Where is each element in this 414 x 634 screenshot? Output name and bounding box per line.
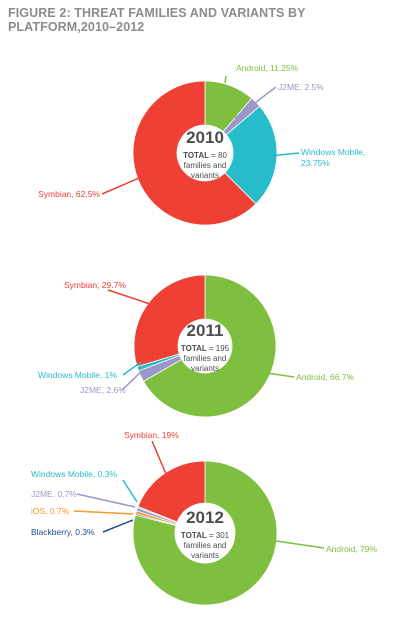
donut-hole-2010	[177, 125, 233, 181]
total-desc2-2012: variants	[191, 551, 219, 560]
leader-line-j2me-2012	[76, 493, 136, 508]
total-desc-2011: families and	[184, 354, 227, 363]
leader-line-j2me-2011	[121, 369, 144, 391]
leader-line-windows-mobile-2011	[122, 361, 142, 376]
leader-line-j2me-2010	[234, 86, 277, 119]
slice-label-ios-2012: iOS, 0.7%	[31, 506, 70, 516]
total-line-2012: TOTAL = 301	[181, 531, 230, 540]
year-label-2011: 2011	[187, 321, 224, 340]
slice-label-windows-mobile-2011: Windows Mobile, 1%	[38, 370, 117, 380]
slice-label-android-2010: Android, 11.25%	[236, 63, 299, 73]
leader-line-android-2010	[224, 75, 227, 84]
donut-hole-2012	[175, 503, 235, 563]
slice-label-j2me-2012: J2ME, 0.7%	[31, 489, 77, 499]
slice-label-windows-mobile-2010: Windows Mobile,	[301, 147, 365, 157]
leader-line-ios-2012	[73, 510, 134, 515]
year-label-2012: 2012	[186, 508, 224, 527]
slice-label-symbian-2012: Symbian, 19%	[124, 430, 179, 440]
total-desc-2012: families and	[184, 541, 227, 550]
leader-line-symbian-2012	[151, 440, 167, 475]
total-desc2-2011: variants	[191, 364, 219, 373]
slice-label-android-2012: Android, 79%	[326, 544, 377, 554]
donut-hole-2011	[178, 319, 232, 373]
slice-label-symbian-2011: Symbian, 29.7%	[64, 280, 126, 290]
slice-label-android-2011: Android, 66.7%	[296, 372, 355, 382]
total-line-2010: TOTAL = 80	[183, 151, 227, 160]
figure-title: FIGURE 2: THREAT FAMILIES AND VARIANTS B…	[8, 6, 306, 34]
slice-android-2012	[132, 460, 278, 606]
slice-label-symbian-2010: Symbian, 62.5%	[38, 189, 100, 199]
slice-label-line2-windows-mobile-2010: 23.75%	[301, 158, 330, 168]
leader-line-windows-mobile-2010	[269, 152, 300, 157]
slice-label-j2me-2010: J2ME, 2.5%	[278, 82, 324, 92]
leader-line-android-2011	[266, 372, 295, 378]
slice-label-j2me-2011: J2ME, 2.6%	[80, 385, 126, 395]
leader-line-symbian-2010	[101, 174, 147, 195]
leader-line-blackberry-2012	[102, 519, 134, 533]
total-line-2011: TOTAL = 195	[181, 344, 230, 353]
slice-label-windows-mobile-2012: Windows Mobile, 0.3%	[31, 469, 117, 479]
leader-line-android-2012	[275, 540, 325, 549]
total-desc-2010: families and	[184, 161, 227, 170]
year-label-2010: 2010	[186, 128, 224, 147]
leader-line-windows-mobile-2012	[122, 479, 138, 503]
leader-line-symbian-2011	[107, 289, 151, 305]
total-desc2-2010: variants	[191, 171, 219, 180]
slice-label-blackberry-2012: Blackberry, 0.3%	[31, 527, 95, 537]
